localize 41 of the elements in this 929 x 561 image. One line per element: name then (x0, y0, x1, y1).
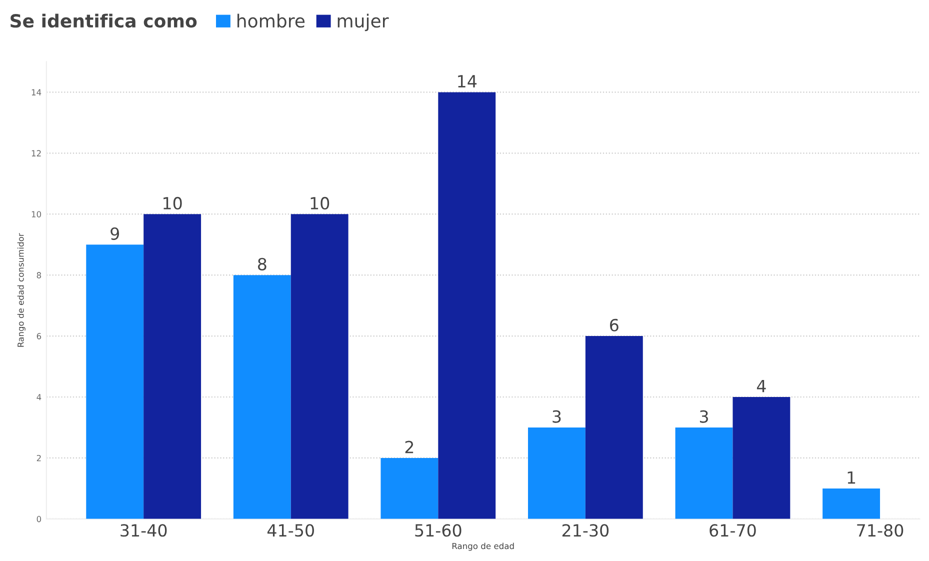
bar (585, 336, 643, 519)
y-tick-label: 0 (36, 516, 42, 522)
x-tick-label: 21-30 (562, 524, 609, 537)
data-label: 3 (552, 410, 561, 423)
bar (380, 458, 438, 519)
data-label: 6 (610, 318, 618, 332)
bar (438, 92, 496, 519)
y-tick-label: 14 (32, 89, 42, 96)
data-label: 9 (110, 227, 119, 240)
bar (144, 214, 202, 519)
legend-title: Se identifica como (10, 14, 197, 28)
bar (528, 427, 586, 519)
x-axis-title: Rango de edad (452, 542, 514, 551)
data-label: 10 (310, 196, 330, 210)
data-label: 10 (164, 196, 182, 210)
data-label: 3 (700, 410, 708, 423)
x-tick-label: 71-80 (857, 524, 904, 537)
data-label: 1 (848, 471, 856, 484)
legend-label: mujer (338, 14, 389, 32)
data-label: 2 (405, 440, 414, 454)
x-tick-label: 31-40 (120, 524, 167, 537)
legend-label: hombre (237, 14, 305, 28)
x-tick-label: 61-70 (710, 524, 756, 537)
bar (290, 214, 348, 519)
bar (675, 427, 733, 519)
y-axis-title: Rango de edad consumidor (17, 233, 26, 347)
y-tick-label: 10 (32, 211, 42, 218)
x-tick-label: 41-50 (267, 524, 314, 537)
y-tick-label: 8 (36, 272, 42, 278)
data-label: 8 (258, 258, 266, 270)
bar (732, 397, 790, 519)
y-tick-label: 12 (32, 150, 41, 156)
data-label: 4 (756, 380, 766, 392)
y-tick-label: 6 (36, 333, 42, 340)
data-label: 14 (458, 75, 477, 88)
bar (822, 488, 880, 519)
x-tick-label: 51-60 (415, 524, 462, 537)
bar (86, 244, 144, 519)
bar (233, 275, 291, 519)
y-tick-label: 4 (36, 394, 42, 400)
y-tick-label: 2 (36, 454, 41, 462)
